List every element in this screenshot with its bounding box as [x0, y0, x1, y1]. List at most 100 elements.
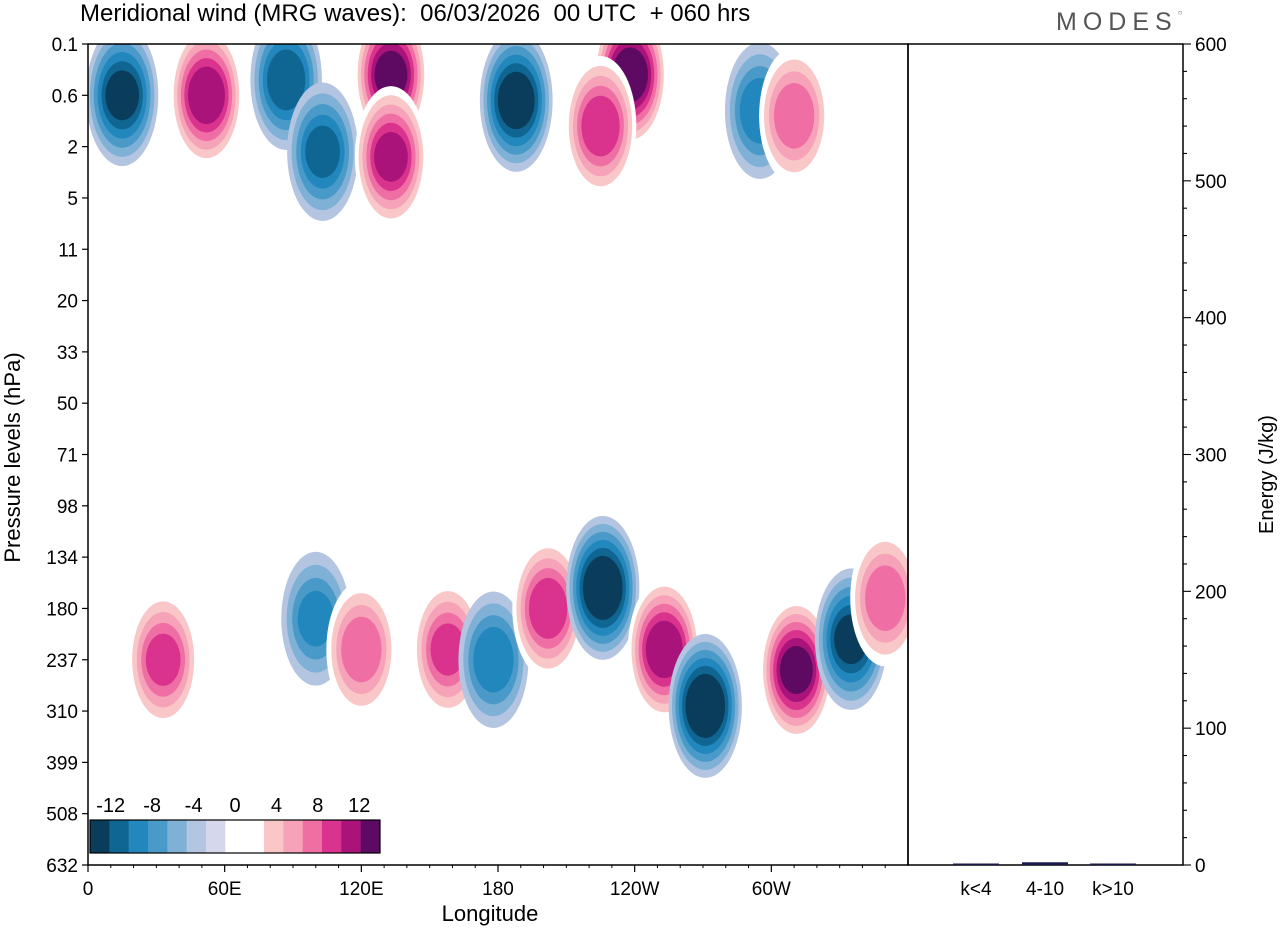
energy-frame: [907, 43, 1184, 866]
energy-category-label: 4-10: [1026, 879, 1064, 900]
y-tick-label: 33: [57, 343, 78, 364]
x-tick-label: 120E: [339, 879, 383, 900]
wind-feature: [88, 44, 159, 167]
contour-band: [586, 563, 620, 612]
y-tick-label: 180: [46, 599, 78, 620]
contour-band: [430, 623, 466, 676]
colorbar-tick-label: 8: [312, 795, 323, 817]
y-tick-label: 5: [67, 189, 78, 210]
y-tick-label: 98: [57, 497, 78, 518]
wind-feature: [566, 515, 640, 660]
colorbar-swatch: [302, 820, 323, 853]
contour-band: [341, 616, 382, 683]
contour-band: [779, 646, 813, 695]
wind-feature: [354, 86, 428, 228]
y-tick-label: 11: [58, 240, 78, 261]
colorbar-swatch: [186, 820, 207, 853]
wind-feature: [759, 598, 833, 743]
colorbar-swatch: [341, 820, 361, 853]
x-tick-label: 120W: [610, 879, 660, 900]
wind-feature: [127, 590, 199, 729]
contour-band: [497, 71, 535, 130]
y-tick-label: 0.6: [52, 86, 78, 107]
energy-tick-label: 0: [1195, 856, 1206, 877]
colorbar-tick-label: -4: [185, 795, 203, 817]
energy-tick-label: 600: [1195, 35, 1227, 56]
colorbar: -12 -8 -4 0 4 8 12: [89, 795, 381, 854]
colorbar-tick-label: 4: [271, 795, 282, 817]
energy-tick-label: 300: [1195, 446, 1227, 467]
colorbar-swatch: [360, 820, 381, 853]
energy-axis-label: Energy (J/kg): [1256, 415, 1278, 534]
contour-band: [865, 565, 906, 631]
axes: 0.1 0.6 2 5 11 20 33 50 71 98 134 180 237 310 399 508 63…: [0, 35, 909, 926]
wind-feature: [564, 56, 637, 197]
wind-feature: [458, 591, 529, 728]
colorbar-swatch: [167, 820, 187, 853]
y-tick-label: 2: [67, 138, 78, 159]
colorbar-swatch: [90, 820, 110, 853]
contour-band: [645, 620, 683, 679]
energy-bar: [1090, 863, 1136, 865]
y-tick-label: 632: [46, 856, 78, 877]
contour-band: [266, 49, 306, 111]
contour-band: [374, 50, 408, 99]
chart-title: Meridional wind (MRG waves): 06/03/2026 …: [80, 0, 751, 27]
colorbar-tick-label: 12: [348, 795, 370, 817]
colorbar-frame: [89, 819, 381, 854]
wind-feature: [850, 529, 908, 667]
x-axis-label: Longitude: [442, 901, 539, 926]
contour-band: [528, 578, 568, 639]
colorbar-swatch: [283, 820, 303, 853]
y-tick-label: 20: [57, 292, 78, 313]
colorbar-swatch: [322, 820, 342, 853]
energy-tick-label: 500: [1195, 172, 1227, 193]
y-tick-label: 134: [46, 548, 78, 569]
contour-band: [473, 626, 514, 693]
wind-feature: [326, 581, 397, 718]
colorbar-swatch: [109, 820, 129, 853]
colorbar-tick-label: -12: [96, 795, 125, 817]
contour-band: [374, 131, 408, 182]
energy-category-label: k>10: [1092, 879, 1134, 900]
modes-logo: MODES○: [1056, 8, 1183, 36]
wind-field: [88, 44, 908, 778]
wind-feature: [668, 633, 742, 778]
energy-tick-label: 200: [1195, 582, 1227, 603]
y-tick-label: 508: [46, 805, 78, 826]
x-tick-label: 60E: [208, 879, 242, 900]
y-tick-label: 310: [46, 702, 78, 723]
colorbar-swatch: [206, 820, 226, 853]
x-tick-label: 180: [482, 879, 514, 900]
energy-panel: 0 100 200 300 400 500 600 Energy (J/kg) k<4 4-10 k…: [907, 35, 1278, 900]
colorbar-swatch: [128, 820, 149, 853]
colorbar-tick-label: -8: [143, 795, 161, 817]
contour-band: [688, 681, 722, 730]
x-tick-label: 60W: [752, 879, 791, 900]
contour-band: [773, 83, 815, 149]
energy-bar: [1022, 862, 1068, 865]
contour-band: [305, 125, 341, 178]
colorbar-swatch: [148, 820, 168, 853]
wind-feature: [512, 538, 584, 679]
contour-band: [145, 633, 181, 686]
logo-text: MODES: [1056, 8, 1178, 36]
energy-bar: [953, 863, 999, 865]
wind-feature: [170, 44, 243, 167]
wind-feature: [759, 47, 830, 185]
y-tick-label: 399: [46, 753, 78, 774]
contour-band: [581, 95, 620, 157]
energy-category-label: k<4: [960, 879, 992, 900]
y-tick-label: 237: [46, 651, 78, 672]
colorbar-swatch: [244, 820, 265, 853]
colorbar-swatch: [225, 820, 245, 853]
colorbar-swatch: [264, 820, 284, 853]
energy-tick-label: 100: [1195, 719, 1227, 740]
x-tick-label: 0: [83, 879, 94, 900]
contour-band: [105, 70, 140, 121]
energy-tick-label: 400: [1195, 309, 1227, 330]
y-axis-label: Pressure levels (hPa): [0, 352, 25, 562]
y-tick-label: 0.1: [52, 35, 78, 56]
wind-feature: [479, 44, 553, 172]
